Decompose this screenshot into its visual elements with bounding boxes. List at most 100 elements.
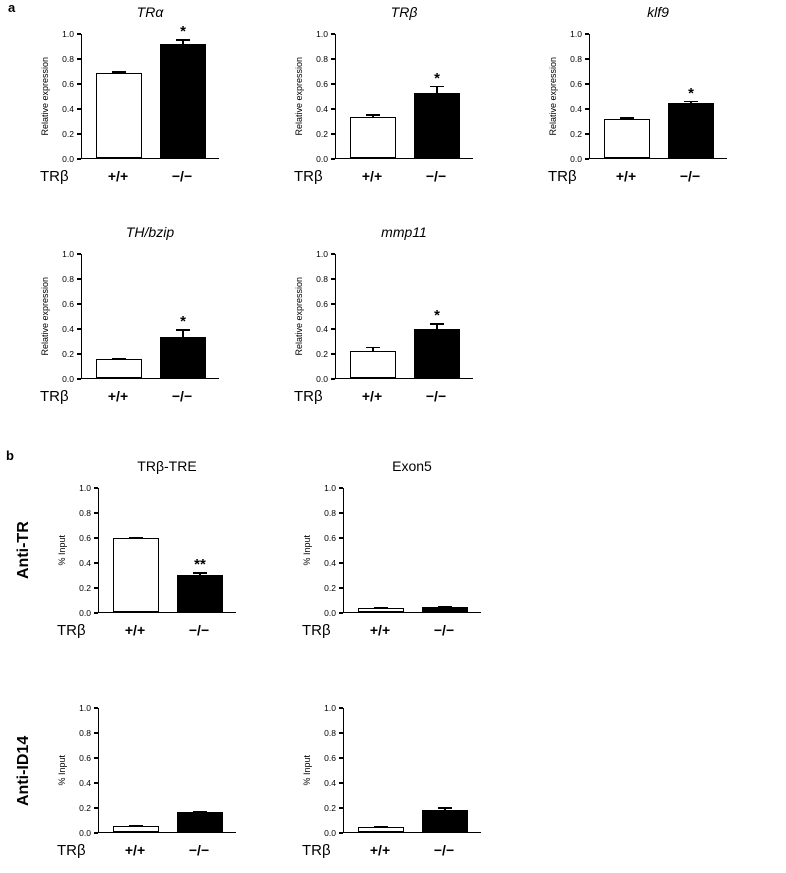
x-category-label: −/−	[433, 622, 455, 638]
y-tick-mark	[339, 782, 343, 784]
y-tick-label: 0.6	[316, 299, 328, 309]
x-axis-name: TRβ	[57, 842, 86, 859]
y-tick-label: 0.2	[316, 129, 328, 139]
error-bar-line	[182, 329, 184, 337]
x-category-label: +/+	[124, 622, 146, 638]
y-axis-label: % Input	[300, 708, 313, 833]
y-tick-label: 0.0	[316, 374, 328, 384]
y-tick-label: 0.6	[79, 533, 91, 543]
error-bar-cap	[620, 117, 634, 119]
plot-area: *	[589, 34, 727, 159]
y-tick-label: 0.2	[324, 803, 336, 813]
y-tick-mark	[77, 378, 81, 380]
x-category-label: −/−	[171, 388, 193, 404]
bar-wildtype	[350, 116, 396, 158]
y-tick-label: 0.4	[62, 104, 74, 114]
y-tick-label: 0.6	[79, 753, 91, 763]
chart-title	[98, 678, 236, 700]
y-tick-mark	[77, 278, 81, 280]
y-tick-mark	[331, 58, 335, 60]
y-tick-mark	[77, 58, 81, 60]
y-tick-mark	[331, 33, 335, 35]
x-category-label: −/−	[433, 842, 455, 858]
x-category-label: −/−	[425, 388, 447, 404]
x-axis-labels: TRβ +/+ −/−	[300, 619, 500, 649]
y-axis: 0.0 0.2 0.4 0.6 0.8 1.0	[68, 703, 98, 838]
y-tick-label: 0.8	[324, 508, 336, 518]
y-tick-label: 0.4	[324, 778, 336, 788]
x-axis-labels: TRβ +/+ −/−	[38, 385, 238, 415]
x-category-label: −/−	[188, 842, 210, 858]
y-tick-mark	[331, 158, 335, 160]
row-label-anti-tr: Anti-TR	[15, 521, 32, 580]
y-tick-label: 1.0	[79, 483, 91, 493]
y-axis: 0.0 0.2 0.4 0.6 0.8 1.0	[559, 29, 589, 164]
chart-title: Exon5	[392, 458, 432, 474]
plot-area	[98, 708, 236, 833]
bar-knockout	[422, 809, 468, 832]
error-bar-cap	[176, 329, 190, 331]
y-tick-mark	[585, 133, 589, 135]
bar-wildtype	[350, 350, 396, 378]
y-tick-mark	[339, 587, 343, 589]
y-tick-mark	[339, 832, 343, 834]
y-tick-mark	[94, 587, 98, 589]
y-axis: 0.0 0.2 0.4 0.6 0.8 1.0	[51, 249, 81, 384]
plot-row: Relative expression 0.0 0.2 0.4 0.6 0.8 1.0 *	[546, 29, 746, 164]
y-tick-label: 0.0	[570, 154, 582, 164]
y-tick-label: 0.0	[316, 154, 328, 164]
x-axis-labels: TRβ +/+ −/−	[55, 839, 255, 869]
y-tick-label: 0.6	[324, 533, 336, 543]
bar-knockout	[177, 574, 223, 612]
y-tick-mark	[339, 562, 343, 564]
plot-area: **	[98, 488, 236, 613]
y-tick-label: 0.2	[79, 583, 91, 593]
bar-wildtype	[96, 73, 142, 158]
plot-row: Relative expression 0.0 0.2 0.4 0.6 0.8 1.0 *	[38, 249, 238, 384]
x-category-label: +/+	[124, 842, 146, 858]
x-axis-name: TRβ	[302, 842, 331, 859]
significance-asterisk: *	[434, 307, 440, 324]
error-bar-cap	[193, 572, 207, 574]
chart-anti-id14-exon5: % Input 0.0 0.2 0.4 0.6 0.8 1.0 TRβ +/+ −/−	[300, 678, 500, 869]
error-bar-cap	[366, 346, 380, 349]
chart-title: TRα	[136, 4, 164, 20]
y-axis-label-text: Relative expression	[293, 277, 304, 356]
y-tick-label: 0.8	[62, 54, 74, 64]
y-tick-label: 1.0	[324, 703, 336, 713]
plot-area	[343, 708, 481, 833]
x-category-label: +/+	[107, 168, 129, 184]
plot-row: % Input 0.0 0.2 0.4 0.6 0.8 1.0 **	[55, 483, 255, 618]
y-axis-label-text: Relative expression	[547, 57, 558, 136]
x-axis-labels: TRβ +/+ −/−	[546, 165, 746, 195]
y-tick-label: 0.6	[316, 79, 328, 89]
chart-title: TRβ	[390, 4, 418, 20]
y-tick-mark	[94, 612, 98, 614]
y-tick-mark	[77, 253, 81, 255]
x-axis-labels: TRβ +/+ −/−	[292, 165, 492, 195]
y-axis-label-text: Relative expression	[293, 57, 304, 136]
y-tick-mark	[94, 707, 98, 709]
y-tick-label: 0.2	[62, 129, 74, 139]
y-axis: 0.0 0.2 0.4 0.6 0.8 1.0	[51, 29, 81, 164]
bar-knockout	[160, 44, 206, 158]
y-axis-label: % Input	[55, 488, 68, 613]
y-tick-label: 1.0	[79, 703, 91, 713]
y-tick-label: 0.8	[62, 274, 74, 284]
chart-exon5: Exon5 % Input 0.0 0.2 0.4 0.6 0.8 1.0 TRβ +/+ −/−	[300, 458, 500, 649]
plot-area	[343, 488, 481, 613]
y-tick-label: 0.2	[316, 349, 328, 359]
chart-title	[343, 678, 481, 700]
bar-knockout	[668, 103, 714, 158]
error-bar-line	[182, 39, 184, 45]
y-axis-label-text: Relative expression	[39, 57, 50, 136]
x-axis-name: TRβ	[548, 168, 577, 185]
y-tick-mark	[94, 732, 98, 734]
y-tick-mark	[339, 487, 343, 489]
y-tick-label: 0.8	[316, 54, 328, 64]
error-bar-cap	[438, 606, 452, 608]
error-bar-line	[372, 346, 374, 351]
y-tick-mark	[339, 537, 343, 539]
plot-row: Relative expression 0.0 0.2 0.4 0.6 0.8 1.0 *	[38, 24, 238, 164]
